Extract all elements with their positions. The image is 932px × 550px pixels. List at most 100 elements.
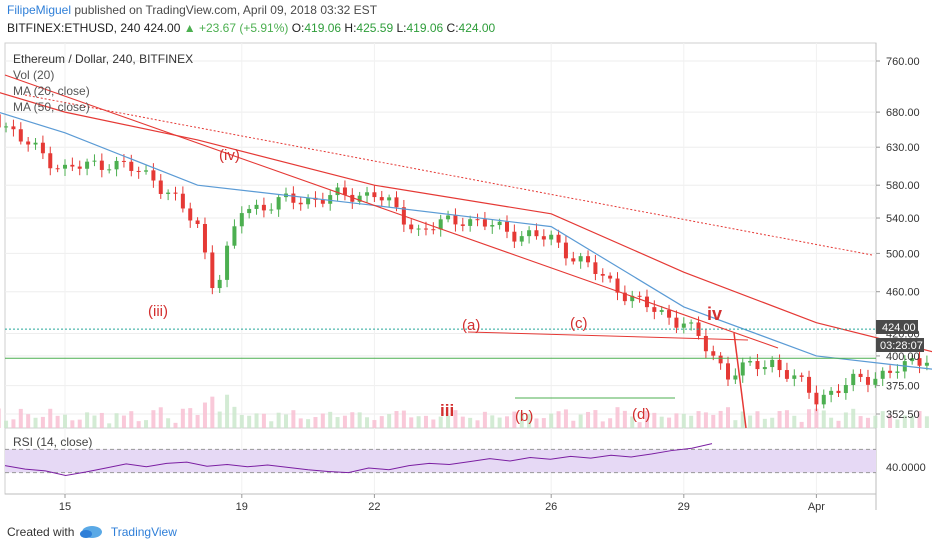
candle-body xyxy=(792,375,797,379)
legend-ma50: MA (50, close) xyxy=(13,100,90,114)
candle-body xyxy=(70,164,75,167)
volume-bar xyxy=(431,419,436,428)
volume-bar xyxy=(851,408,856,428)
volume-bar xyxy=(770,417,775,428)
candle-body xyxy=(829,390,834,395)
volume-bar xyxy=(85,412,90,428)
volume-bar xyxy=(232,406,237,428)
volume-bar xyxy=(188,408,193,428)
volume-bar xyxy=(843,412,848,428)
volume-bar xyxy=(460,416,465,428)
candle-body xyxy=(55,168,60,170)
volume-bar xyxy=(586,411,591,428)
candle-body xyxy=(173,192,178,194)
candle-body xyxy=(814,392,819,405)
candle-body xyxy=(166,192,171,194)
author-link[interactable]: FilipeMiguel xyxy=(7,3,72,17)
candle-body xyxy=(622,292,627,302)
volume-bar xyxy=(821,410,826,428)
candle-body xyxy=(77,166,82,169)
volume-bar xyxy=(453,410,458,428)
volume-bar xyxy=(615,407,620,428)
change-value: ▲ +23.67 (+5.91%) xyxy=(183,21,289,35)
candle-body xyxy=(416,228,421,230)
volume-bar xyxy=(284,414,288,428)
countdown-badge xyxy=(876,338,924,352)
candle-body xyxy=(335,187,340,196)
volume-bar xyxy=(202,402,207,428)
candle-body xyxy=(269,209,274,211)
volume-bar xyxy=(129,411,134,428)
label-iv-paren: (iv) xyxy=(219,147,240,164)
candle-body xyxy=(225,245,230,280)
candle-body xyxy=(578,256,583,262)
volume-bar xyxy=(114,413,119,428)
y-tick-label: 680.00 xyxy=(886,107,920,119)
x-tick-label: 15 xyxy=(59,501,71,513)
candle-body xyxy=(129,161,134,171)
volume-bar xyxy=(917,411,922,428)
candle-body xyxy=(0,114,1,128)
x-tick-label: 22 xyxy=(368,501,380,513)
x-tick-label: 29 xyxy=(678,501,690,513)
volume-bar xyxy=(63,414,67,428)
rsi-tick-label: 40.0000 xyxy=(886,462,926,474)
candle-body xyxy=(770,359,775,368)
candle-body xyxy=(136,170,141,172)
y-tick-label: 460.00 xyxy=(886,287,920,299)
volume-bar xyxy=(365,417,370,428)
candle-body xyxy=(291,193,296,203)
volume-bar xyxy=(880,411,885,428)
ohlc-header: BITFINEX:ETHUSD, 240 424.00 ▲ +23.67 (+5… xyxy=(7,21,495,35)
candle-body xyxy=(888,370,893,373)
candle-body xyxy=(667,310,672,318)
volume-bar xyxy=(342,415,347,428)
volume-bar xyxy=(792,415,797,428)
last-price-badge xyxy=(876,320,918,334)
volume-bar xyxy=(335,417,340,428)
rsi-band: 40.0000 xyxy=(5,448,926,474)
volume-bar xyxy=(26,414,31,428)
volume-bar xyxy=(563,409,568,428)
volume-bar xyxy=(622,410,627,428)
volume-bar xyxy=(740,411,745,428)
candle-body xyxy=(674,317,679,328)
candle-body xyxy=(151,170,156,181)
candle-body xyxy=(571,258,576,262)
candle-body xyxy=(482,219,487,227)
candle-body xyxy=(431,229,436,231)
candle-body xyxy=(748,361,753,363)
candle-body xyxy=(320,199,325,204)
candle-body xyxy=(740,362,745,376)
candle-body xyxy=(453,215,458,225)
candle-body xyxy=(475,219,480,221)
last-price-text: 424.00 xyxy=(882,322,916,334)
publish-text: published on TradingView.com, April 09, … xyxy=(74,3,378,17)
volume-bar xyxy=(571,420,576,428)
candle-body xyxy=(48,153,53,169)
candle-body xyxy=(733,375,738,380)
y-tick-label: 375.00 xyxy=(886,381,920,393)
candle-body xyxy=(239,213,244,227)
candle-body xyxy=(438,219,443,230)
candle-body xyxy=(821,394,826,405)
candle-body xyxy=(423,228,428,230)
volume-bar xyxy=(151,410,156,428)
volume-bar xyxy=(416,416,421,428)
volume-bar xyxy=(748,415,753,428)
candle-body xyxy=(188,208,193,221)
candle-body xyxy=(615,278,620,293)
candle-body xyxy=(357,195,362,202)
candle-body xyxy=(468,219,473,226)
volume-bar xyxy=(505,416,509,428)
volume-bar xyxy=(578,414,583,428)
candle-body xyxy=(608,275,613,279)
volume-bar xyxy=(33,417,38,428)
tradingview-brand[interactable]: TradingView xyxy=(110,525,177,539)
candle-body xyxy=(865,376,870,385)
candle-body xyxy=(26,141,31,145)
candle-body xyxy=(85,161,90,169)
volume-bar xyxy=(659,416,664,428)
volume-bar xyxy=(210,396,215,428)
